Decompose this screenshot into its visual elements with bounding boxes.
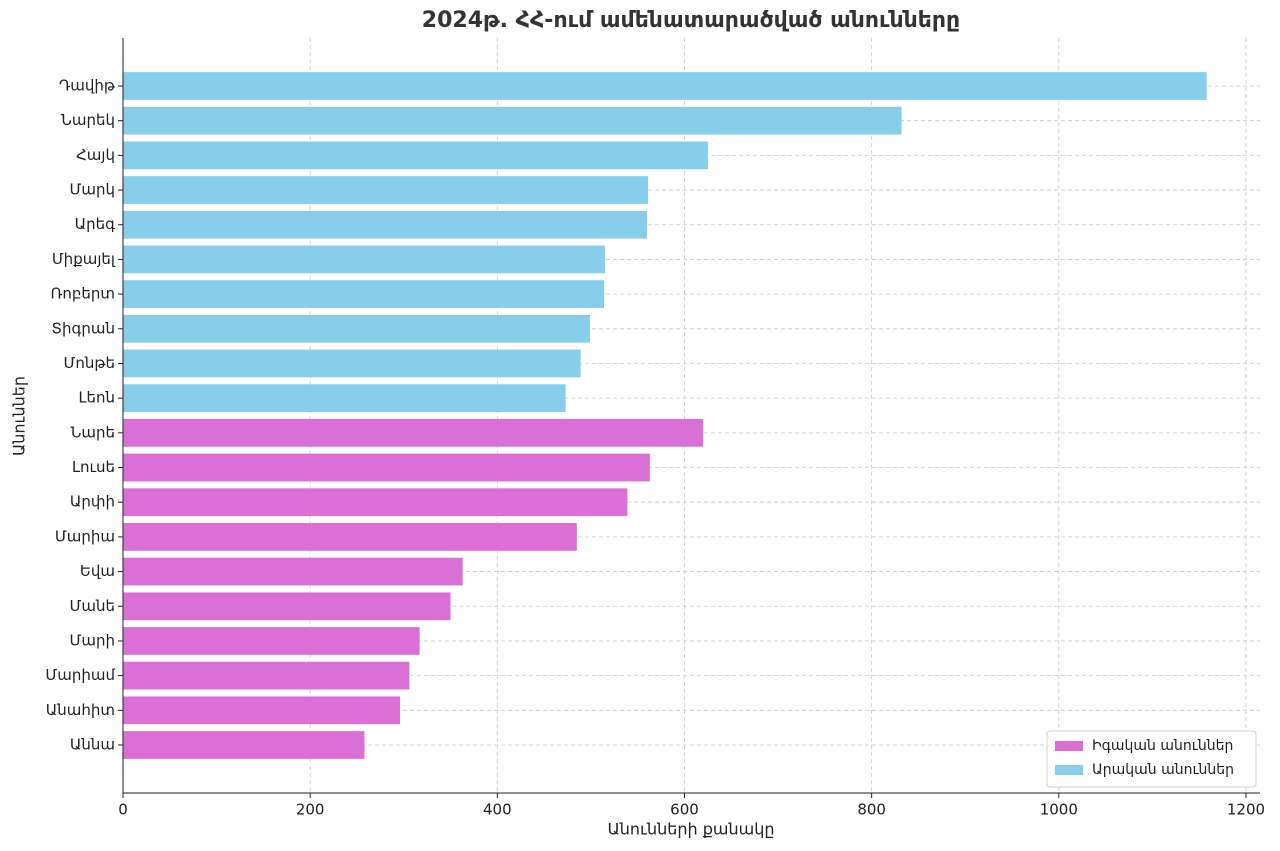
x-tick-label: 1000 [1040, 801, 1078, 819]
chart-title: 2024թ. ՀՀ-ում ամենատարածված անունները [422, 8, 960, 33]
bar [123, 349, 581, 378]
y-tick-label: Մարիամ [45, 666, 115, 684]
legend-swatch [1055, 765, 1083, 775]
y-tick-label: Հայկ [76, 146, 115, 164]
bar [123, 210, 648, 239]
legend-label: Արական անուններ [1092, 762, 1234, 778]
y-axis-label: Անուններ [10, 376, 29, 456]
bar [123, 245, 605, 274]
bar [123, 384, 566, 413]
bar [123, 141, 708, 170]
bar [123, 72, 1207, 100]
bar [123, 523, 577, 551]
bar [123, 453, 650, 482]
y-tick-label: Մարիա [55, 527, 115, 545]
y-tick-label: Նարեկ [61, 111, 115, 129]
x-tick-label: 400 [483, 801, 512, 819]
x-tick-label: 0 [118, 801, 128, 819]
bar [123, 557, 463, 586]
y-tick-label: Աննա [70, 736, 115, 754]
x-tick-label: 800 [857, 801, 886, 819]
y-tick-label: Եվա [80, 562, 115, 580]
bar [123, 592, 451, 621]
legend-box [1046, 730, 1257, 788]
y-tick-label: Արփի [70, 493, 115, 511]
y-tick-label: Մարի [70, 631, 116, 649]
legend-label: Իգական անուններ [1092, 738, 1233, 754]
bar [123, 314, 590, 343]
legend-swatch [1055, 741, 1083, 751]
bar [123, 418, 704, 447]
x-tick-label: 200 [296, 801, 325, 819]
bar [123, 176, 648, 204]
y-tick-label: Արեգ [75, 215, 116, 233]
y-tick-label: Մանե [70, 597, 116, 615]
bar [123, 106, 902, 135]
x-tick-label: 600 [670, 801, 699, 819]
y-tick-label: Ռոբերտ [50, 285, 115, 303]
y-tick-label: Մարկ [70, 181, 116, 199]
x-tick-label: 1200 [1227, 801, 1265, 819]
y-tick-label: Լեոն [78, 389, 115, 407]
bar [123, 280, 605, 308]
bar [123, 731, 365, 759]
y-tick-label: Տիգրան [51, 319, 115, 337]
x-axis-label: Անունների քանակը [607, 820, 774, 839]
bar [123, 661, 410, 690]
y-tick-label: Միքայել [52, 250, 116, 268]
bar [123, 696, 400, 725]
y-tick-label: Մոնթե [64, 354, 115, 372]
y-tick-label: Նարե [70, 423, 115, 441]
y-tick-label: Լուսե [72, 458, 115, 476]
y-tick-label: Դավիթ [59, 77, 116, 95]
bar [123, 627, 420, 655]
y-tick-label: Անահիտ [46, 701, 115, 719]
bar [123, 488, 628, 517]
